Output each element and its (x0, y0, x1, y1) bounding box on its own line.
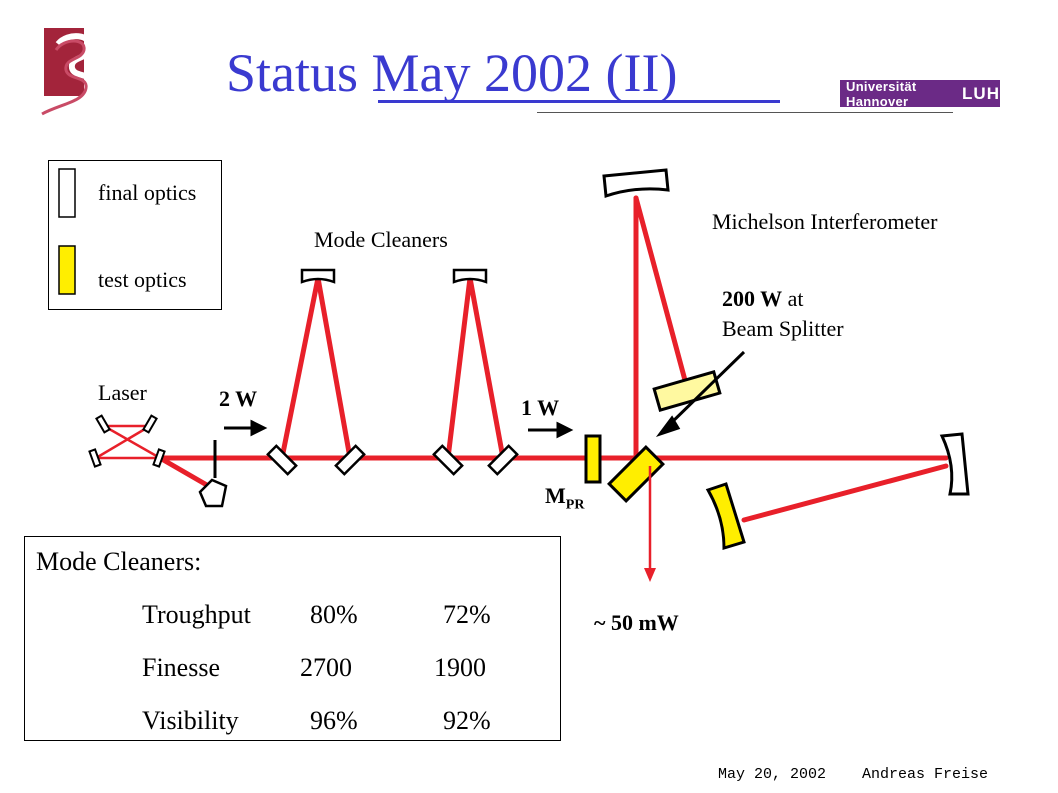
laser-diode-icon (198, 478, 228, 508)
michelson-end-mirror-east (939, 432, 970, 496)
row-throughput-mc1: 80% (310, 600, 358, 629)
beam-splitter-pointer-arrow (664, 350, 746, 430)
mc2-curved-mirror (452, 268, 488, 284)
mpr-mirror (584, 434, 602, 484)
laser-label: Laser (98, 380, 147, 405)
legend-box (48, 160, 222, 310)
mc2-output-mirror (487, 444, 519, 476)
beam-laser-exit (157, 455, 215, 491)
beam-vertical-test (633, 195, 689, 387)
beam-horizontal-test (741, 463, 949, 523)
mpr-label: MPR (545, 483, 584, 513)
mc1-input-mirror (266, 444, 298, 476)
mpr-label-sub: PR (565, 497, 585, 513)
footer: May 20, 2002 Andreas Freise (718, 766, 988, 783)
beam-mc2-left (445, 275, 473, 461)
row-finesse-mc1: 2700 (300, 653, 352, 682)
michelson-test-mirror-north (652, 370, 722, 412)
university-logo-text: Universität Hannover (846, 78, 917, 109)
legend-final-optics: final optics (98, 180, 197, 205)
page-title: Status May 2002 (II) (226, 43, 678, 103)
output-beam-arrowhead (644, 568, 656, 582)
bs-power-at: at (782, 286, 804, 311)
mode-cleaners-heading: Mode Cleaners: (36, 547, 202, 576)
footer-author: Andreas Freise (862, 766, 989, 783)
laser-mirrors (88, 414, 166, 468)
mpr-label-main: M (545, 483, 566, 508)
output-power-label: ~ 50 mW (594, 610, 679, 635)
power-label-1w: 1 W (521, 395, 560, 420)
legend-swatches (58, 168, 76, 295)
power-label-2w: 2 W (219, 386, 258, 411)
beam-mc2-right (467, 275, 506, 461)
test-optics-swatch (58, 245, 76, 295)
footer-date: May 20, 2002 (718, 766, 827, 783)
row-visibility-mc2: 92% (443, 706, 491, 735)
mode-cleaners-label: Mode Cleaners (314, 227, 448, 252)
beam-mc1-right (315, 275, 353, 461)
michelson-label: Michelson Interferometer (712, 209, 938, 234)
bs-power-value: 200 W (722, 286, 783, 311)
row-label-visibility: Visibility (142, 706, 239, 735)
mode-cleaners-table (24, 536, 561, 741)
bs-power-label: 200 W at (722, 286, 804, 312)
row-label-throughput: Troughput (142, 600, 251, 629)
gravity-logo-icon (41, 28, 96, 119)
laser-cavity (95, 424, 161, 460)
beam-mc1-left (279, 275, 321, 461)
beam-splitter-label: Beam Splitter (722, 316, 844, 341)
michelson-test-mirror-east (705, 482, 746, 551)
university-logo-mark: LUH (962, 83, 1000, 103)
title-divider (537, 112, 953, 113)
mc1-curved-mirror (300, 268, 336, 284)
legend-test-optics: test optics (98, 267, 187, 292)
mc2-input-mirror (432, 444, 464, 476)
row-label-finesse: Finesse (142, 653, 220, 682)
mc1-output-mirror (334, 444, 366, 476)
row-finesse-mc2: 1900 (434, 653, 486, 682)
beam-splitter (607, 445, 665, 503)
row-visibility-mc1: 96% (310, 706, 358, 735)
title-underline (378, 100, 780, 103)
row-throughput-mc2: 72% (443, 600, 491, 629)
final-optics-swatch (58, 168, 76, 218)
university-logo: Universität Hannover LUH (840, 78, 1000, 109)
michelson-end-mirror-north (602, 168, 670, 199)
